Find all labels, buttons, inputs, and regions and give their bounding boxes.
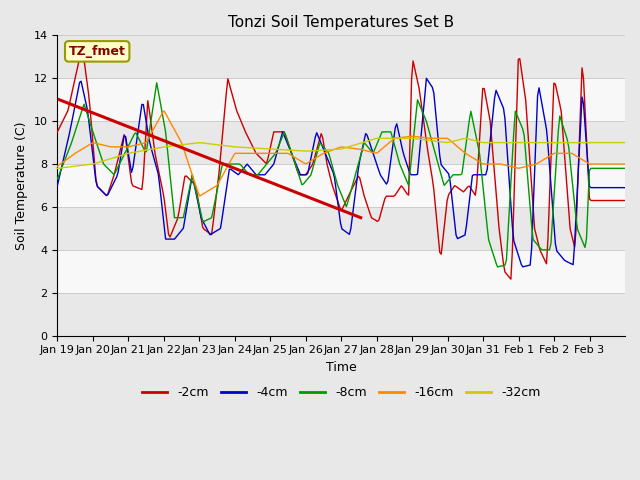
Title: Tonzi Soil Temperatures Set B: Tonzi Soil Temperatures Set B [228,15,454,30]
Y-axis label: Soil Temperature (C): Soil Temperature (C) [15,121,28,250]
Bar [58,36,625,78]
Bar [58,250,625,293]
Bar [58,121,625,164]
Bar [58,207,625,250]
Legend: -2cm, -4cm, -8cm, -16cm, -32cm: -2cm, -4cm, -8cm, -16cm, -32cm [137,382,545,405]
Bar [58,164,625,207]
Text: TZ_fmet: TZ_fmet [68,45,125,58]
X-axis label: Time: Time [326,361,356,374]
Bar [58,78,625,121]
Bar [58,293,625,336]
